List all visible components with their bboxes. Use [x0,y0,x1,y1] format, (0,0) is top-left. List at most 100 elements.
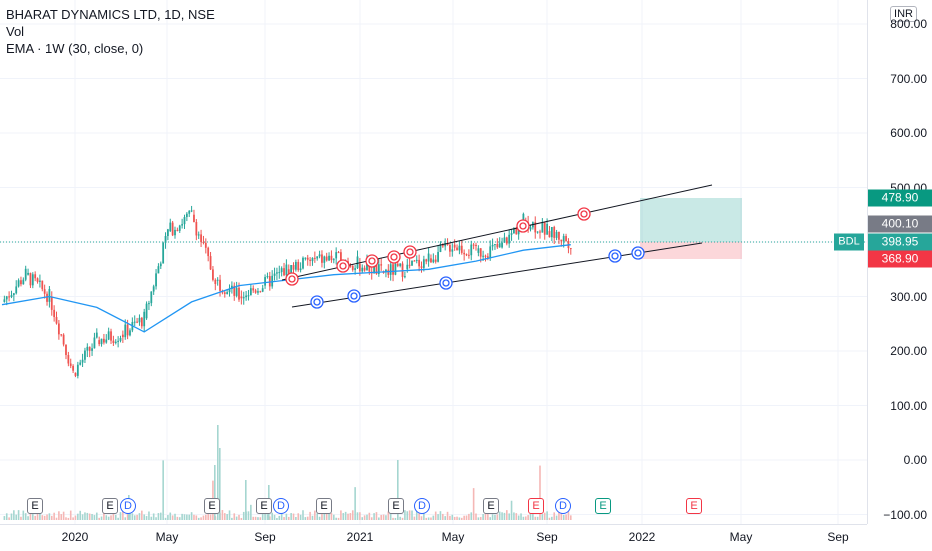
volume-bar [397,460,399,520]
volume-bar [520,513,522,520]
candle-body [529,227,532,230]
volume-bar [32,514,34,520]
earnings-marker[interactable]: E [256,498,272,514]
volume-bar [209,514,212,520]
support-touch-icon [310,295,324,309]
resistance-touch-icon [403,245,417,259]
dividend-marker[interactable]: D [555,498,571,514]
volume-bar [425,517,428,520]
candle-body [501,242,503,248]
candle-body [174,229,176,236]
earnings-marker[interactable]: E [528,498,544,514]
candle-body [27,272,29,275]
candle-body [93,337,96,349]
volume-bar [174,513,176,520]
volume-bar [503,512,506,520]
candle-body [105,339,108,343]
volume-bar [541,514,544,520]
earnings-marker[interactable]: E [27,498,43,514]
volume-bar [444,516,446,520]
candle-body [103,338,105,343]
earnings-marker[interactable]: E [316,498,332,514]
volume-bar [169,512,172,520]
candle-body [406,264,409,270]
earnings-marker[interactable]: E [204,498,220,514]
volume-bar [103,510,105,520]
candlestick-chart[interactable] [0,0,867,524]
candle-body [299,268,302,271]
candle-body [510,233,513,235]
candle-body [550,226,553,238]
symbol-title[interactable]: BHARAT DYNAMICS LTD, 1D, NSE [6,7,215,22]
chart-pane[interactable]: BHARAT DYNAMICS LTD, 1D, NSE Vol EMA · 1… [0,0,867,524]
volume-bar [477,517,480,520]
support-touch-icon [347,289,361,303]
candle-body [34,274,37,279]
candle-body [81,359,84,363]
candle-body [98,340,101,345]
dividend-marker[interactable]: D [273,498,289,514]
candle-body [41,280,44,290]
candle-body [332,259,335,261]
volume-bar [333,514,335,520]
volume-bar [570,515,572,520]
volume-bar [285,513,288,520]
volume-bar [88,513,91,520]
earnings-marker[interactable]: E [686,498,702,514]
ema-indicator-label[interactable]: EMA · 1W (30, close, 0) [6,41,144,56]
volume-bar [105,515,108,520]
candle-body [489,246,492,258]
volume-bar [328,511,330,520]
volume-bar [72,517,74,520]
candle-body [349,265,352,267]
volume-bar [150,516,153,520]
price-axis[interactable]: INR 800.00 700.00 600.00 500.00 300.00 200.00… [867,0,932,524]
time-axis[interactable]: 2020 May Sep 2021 May Sep 2022 May Sep [0,524,867,551]
volume-bar [188,514,191,520]
price-badge: 478.90 [868,189,932,207]
volume-bar [323,513,326,520]
earnings-marker[interactable]: E [388,498,404,514]
price-badge: 400.10 [868,215,932,233]
volume-bar [119,512,122,520]
volume-bar [221,510,224,520]
candle-body [451,249,454,252]
dividend-marker[interactable]: D [120,498,136,514]
earnings-marker[interactable]: E [102,498,118,514]
volume-bar [413,516,416,520]
volume-bar [534,516,537,520]
volume-bar [5,513,8,520]
currency-button[interactable]: INR [890,6,917,22]
volume-bar [415,510,418,520]
candle-body [133,321,136,323]
candle-body [129,330,131,336]
volume-bar [143,514,145,520]
candle-body [467,254,470,256]
dividend-marker[interactable]: D [414,498,430,514]
volume-bar [468,513,470,520]
candle-body [50,296,53,310]
volume-bar [408,510,411,520]
candle-body [387,269,390,275]
support-touch-icon [634,249,642,257]
volume-bar [558,512,560,520]
time-tick-label: 2020 [61,530,89,544]
earnings-marker[interactable]: E [483,498,499,514]
candle-body [290,265,293,275]
earnings-marker[interactable]: E [595,498,611,514]
candle-body [536,231,539,233]
resistance-touch-icon [516,219,530,233]
volume-indicator-label[interactable]: Vol [6,24,25,39]
volume-bar [366,514,368,520]
volume-bar [112,513,115,520]
volume-bar [245,480,247,520]
volume-bar [58,511,60,520]
candle-body [479,248,482,257]
volume-bar [247,511,250,520]
volume-bar [389,511,392,520]
candle-body [138,317,141,323]
volume-bar [392,517,394,520]
candle-body [453,244,456,248]
volume-bar [183,514,186,520]
volume-bar [302,510,304,520]
